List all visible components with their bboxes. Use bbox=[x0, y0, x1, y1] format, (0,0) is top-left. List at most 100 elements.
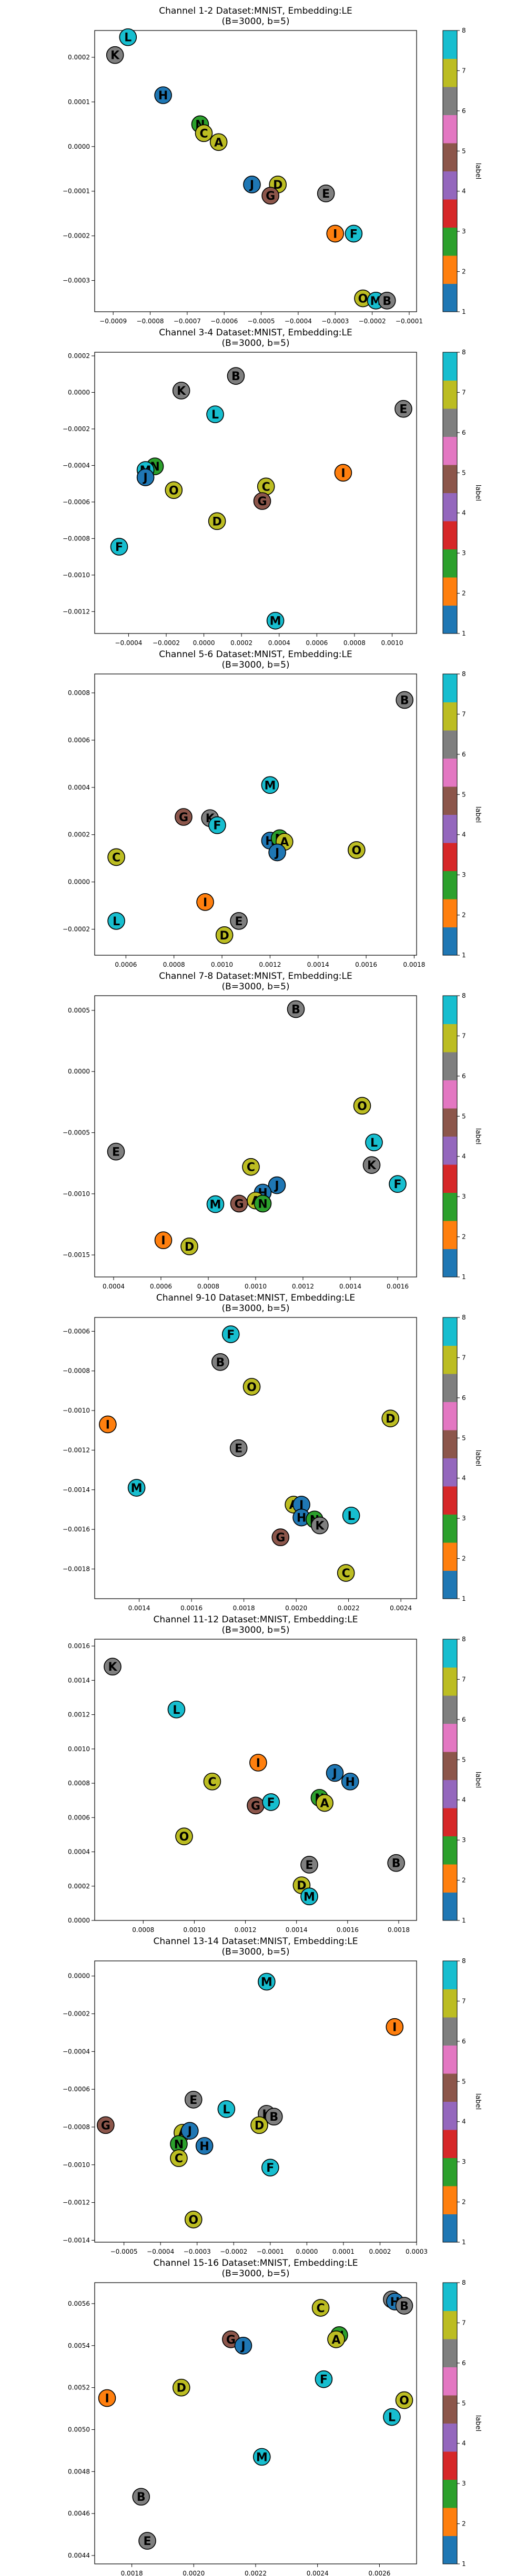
data-point-label: E bbox=[305, 1859, 313, 1872]
data-point-marker bbox=[345, 224, 363, 243]
x-tick-label: 0.0003 bbox=[406, 2248, 428, 2255]
colorbar-tick-label: 1 bbox=[462, 308, 466, 315]
colorbar-tick-label: 7 bbox=[462, 389, 466, 396]
colorbar-segment bbox=[443, 2130, 457, 2158]
colorbar-tick-label: 6 bbox=[462, 751, 466, 758]
chart-subtitle: (B=3000, b=5) bbox=[221, 660, 289, 670]
data-point-label: K bbox=[177, 385, 186, 398]
data-point-label: I bbox=[105, 2393, 109, 2406]
colorbar-segment bbox=[443, 2186, 457, 2214]
x-tick-label: −0.0009 bbox=[99, 318, 127, 325]
data-point-label: B bbox=[231, 370, 240, 383]
data-point-label: L bbox=[124, 32, 132, 45]
colorbar-tick-label: 8 bbox=[462, 1314, 466, 1321]
x-tick-label: −0.0004 bbox=[147, 2248, 174, 2255]
data-point-label: G bbox=[234, 1198, 244, 1211]
data-point-label: K bbox=[108, 1661, 117, 1674]
x-tick-label: −0.0001 bbox=[257, 2248, 284, 2255]
x-tick-label: 0.0008 bbox=[197, 1283, 219, 1290]
y-tick-label: −0.0016 bbox=[63, 1526, 90, 1533]
x-tick-label: 0.0006 bbox=[150, 1283, 172, 1290]
colorbar-tick-label: 3 bbox=[462, 1836, 466, 1844]
colorbar-tick-label: 7 bbox=[462, 710, 466, 718]
y-tick-label: 0.0002 bbox=[68, 54, 90, 61]
data-point-label: B bbox=[382, 295, 391, 308]
colorbar-segment bbox=[443, 549, 457, 578]
x-tick-label: 0.0016 bbox=[180, 1604, 203, 1612]
data-point-label: J bbox=[249, 179, 254, 192]
data-point-label: L bbox=[388, 2411, 396, 2425]
colorbar-segment bbox=[443, 2339, 457, 2367]
colorbar-frame bbox=[442, 1317, 458, 1599]
data-point-label: O bbox=[399, 2395, 409, 2408]
colorbar-frame bbox=[442, 1960, 458, 2243]
data-point-marker bbox=[138, 2532, 156, 2550]
colorbar-segment bbox=[443, 1989, 457, 2018]
colorbar-tick-label: 6 bbox=[462, 2038, 466, 2045]
y-tick-label: −0.0008 bbox=[63, 2123, 90, 2131]
data-point-label: M bbox=[270, 615, 281, 628]
x-tick-label: 0.0018 bbox=[403, 961, 425, 968]
data-point-label: E bbox=[322, 188, 330, 201]
colorbar-segment bbox=[443, 1458, 457, 1487]
x-tick-label: 0.0008 bbox=[163, 961, 185, 968]
colorbar-segment bbox=[443, 1052, 457, 1080]
data-point-marker bbox=[104, 1658, 122, 1675]
chart-title: Channel 9-10 Dataset:MNIST, Embedding:LE bbox=[156, 1293, 355, 1303]
x-tick-label: 0.0000 bbox=[193, 639, 215, 647]
colorbar-segment bbox=[443, 2451, 457, 2480]
colorbar-segment bbox=[443, 674, 457, 702]
y-tick-label: 0.0054 bbox=[68, 2342, 90, 2349]
colorbar-segment bbox=[443, 408, 457, 437]
colorbar-tick-label: 2 bbox=[462, 912, 466, 919]
data-point-label: F bbox=[266, 2162, 274, 2175]
data-point-marker bbox=[243, 176, 261, 193]
y-tick-label: −0.0010 bbox=[63, 1407, 90, 1414]
colorbar-label: label bbox=[474, 2415, 482, 2431]
data-point-marker bbox=[327, 2330, 345, 2348]
data-point-marker bbox=[195, 2137, 214, 2155]
data-point-marker bbox=[154, 86, 172, 104]
data-point-label: I bbox=[341, 467, 345, 480]
x-tick-label: 0.0004 bbox=[268, 639, 290, 647]
x-tick-label: −0.0002 bbox=[220, 2248, 247, 2255]
data-point-marker bbox=[208, 512, 226, 530]
y-tick-label: 0.0008 bbox=[68, 1780, 90, 1787]
y-tick-label: 0.0002 bbox=[68, 1883, 90, 1890]
plot-area bbox=[94, 30, 417, 312]
colorbar-tick-label: 7 bbox=[462, 2319, 466, 2326]
data-point-label: C bbox=[262, 481, 270, 494]
data-point-marker bbox=[362, 1156, 381, 1174]
y-tick-label: 0.0046 bbox=[68, 2510, 90, 2517]
data-point-marker bbox=[316, 1794, 333, 1812]
colorbar-tick-label: 5 bbox=[462, 1434, 466, 1442]
colorbar-tick-label: 5 bbox=[462, 2078, 466, 2085]
colorbar-segment bbox=[443, 2508, 457, 2536]
x-tick-label: −0.0004 bbox=[285, 318, 312, 325]
colorbar-segment bbox=[443, 2479, 457, 2508]
data-point-label: F bbox=[267, 1796, 275, 1810]
data-point-marker bbox=[119, 28, 137, 46]
data-point-label: O bbox=[169, 484, 179, 497]
colorbar-segment bbox=[443, 1108, 457, 1137]
colorbar-segment bbox=[443, 171, 457, 200]
colorbar-segment bbox=[443, 1249, 457, 1277]
y-tick-label: −0.0012 bbox=[63, 608, 90, 615]
colorbar-tick-label: 5 bbox=[462, 469, 466, 476]
data-point-marker bbox=[262, 1793, 280, 1811]
colorbar-segment bbox=[443, 1164, 457, 1193]
colorbar-segment bbox=[443, 1570, 457, 1599]
x-tick-label: 0.0004 bbox=[103, 1283, 125, 1290]
y-tick-label: −0.0002 bbox=[63, 2010, 90, 2018]
colorbar-segment bbox=[443, 1639, 457, 1668]
colorbar-segment bbox=[443, 1961, 457, 1989]
colorbar-tick-label: 3 bbox=[462, 1515, 466, 1522]
x-tick-label: 0.0024 bbox=[390, 1604, 412, 1612]
y-tick-label: −0.0004 bbox=[63, 2048, 90, 2055]
data-point-marker bbox=[99, 1415, 117, 1434]
colorbar-segment bbox=[443, 2536, 457, 2564]
colorbar-tick-label: 7 bbox=[462, 67, 466, 74]
colorbar-frame bbox=[442, 30, 458, 312]
data-point-label: B bbox=[291, 1004, 300, 1017]
plot-area bbox=[94, 2282, 417, 2564]
